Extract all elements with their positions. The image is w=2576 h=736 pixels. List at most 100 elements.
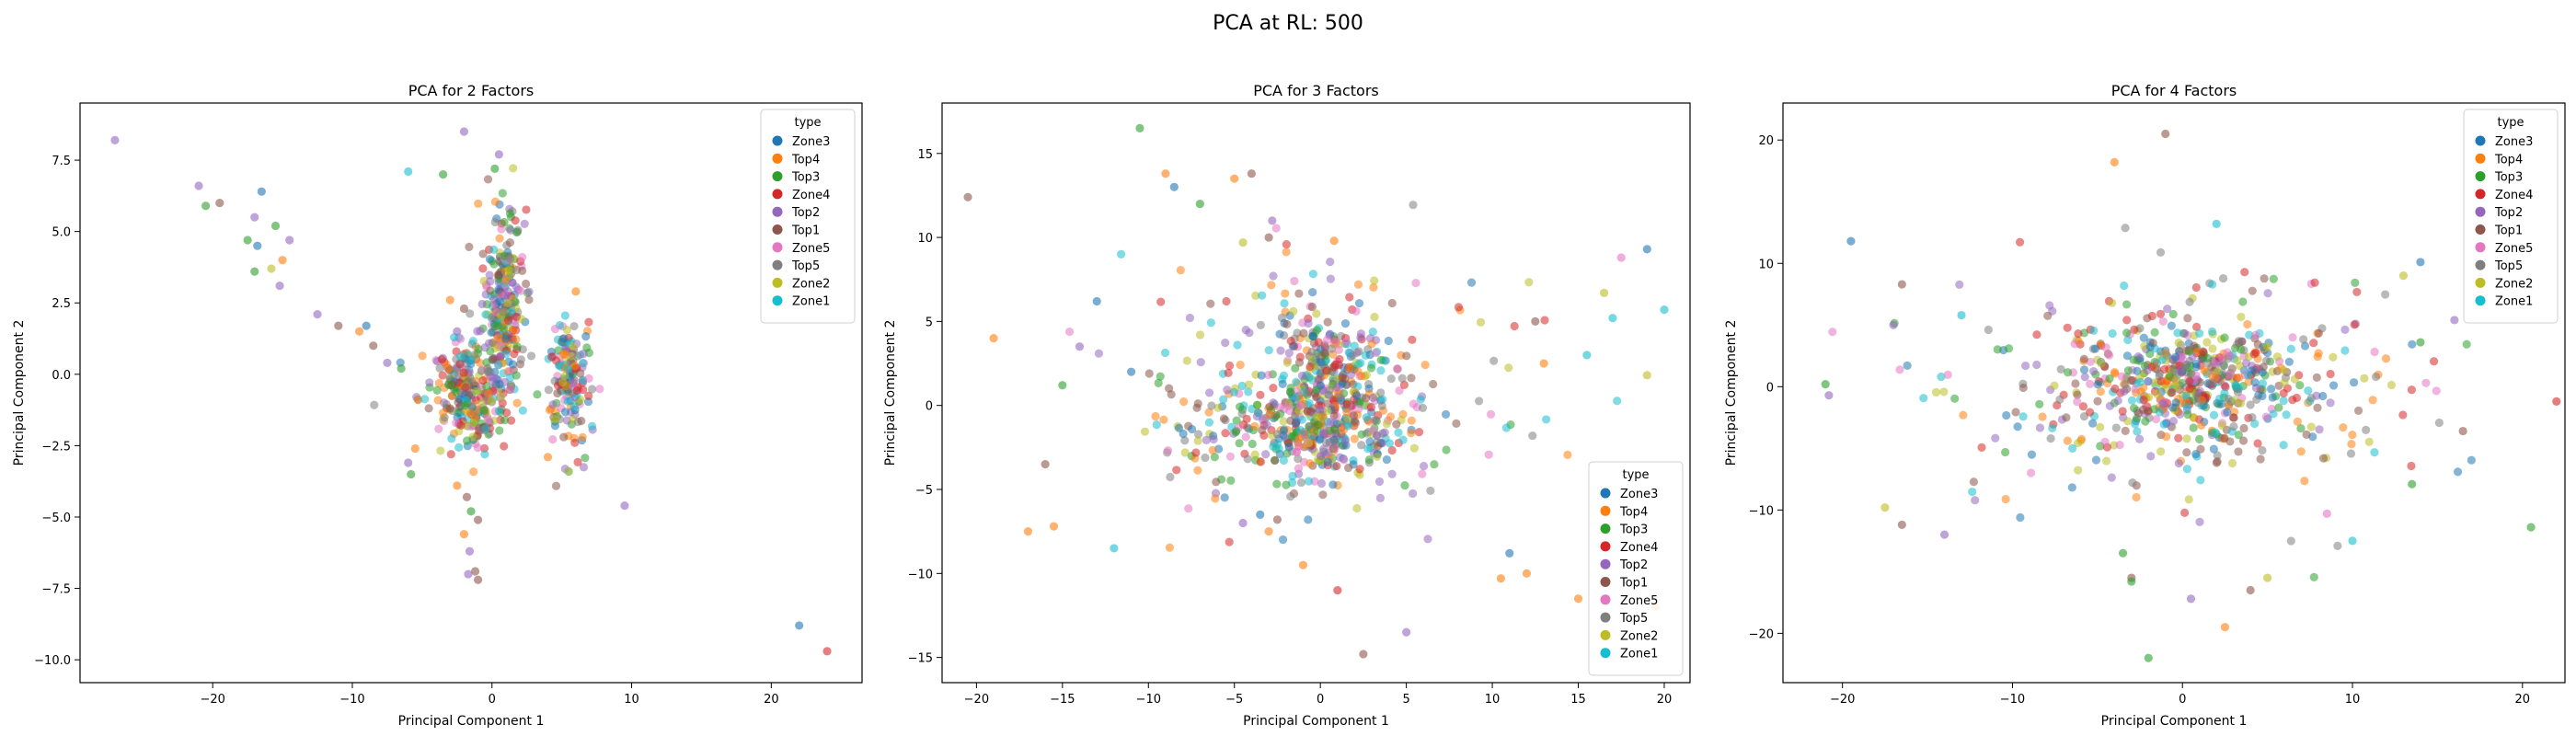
scatter-point <box>1370 312 1379 322</box>
scatter-point <box>518 253 527 262</box>
scatter-point <box>1329 436 1339 445</box>
scatter-point <box>2074 329 2083 339</box>
scatter-point <box>1268 216 1277 225</box>
scatter-point <box>2183 409 2192 420</box>
scatter-point <box>2370 347 2379 357</box>
scatter-point <box>2174 338 2183 348</box>
scatter-point <box>2157 355 2167 364</box>
scatter-point <box>2263 573 2272 582</box>
scatter-point <box>1362 413 1371 422</box>
scatter-point <box>547 352 557 362</box>
scatter-point <box>1361 394 1371 403</box>
scatter-point <box>476 359 485 368</box>
scatter-point <box>1531 316 1540 326</box>
y-tick-label: 7.5 <box>52 155 71 168</box>
scatter-point <box>1241 325 1250 335</box>
x-axis-label: Principal Component 1 <box>398 714 545 729</box>
scatter-point <box>1221 429 1230 438</box>
scatter-point <box>1317 452 1326 461</box>
scatter-point <box>1376 388 1386 397</box>
y-tick-label: −10 <box>908 568 933 581</box>
scatter-point <box>489 245 499 254</box>
scatter-point <box>1282 480 1291 489</box>
scatter-point <box>2237 312 2246 322</box>
scatter-point <box>1282 358 1292 367</box>
scatter-point <box>1256 320 1265 329</box>
scatter-point <box>2348 536 2357 546</box>
scatter-point <box>497 224 506 234</box>
legend-entry: Zone1 <box>2495 295 2533 309</box>
scatter-point <box>2432 386 2441 396</box>
scatter-point <box>1345 293 1354 302</box>
scatter-point <box>1382 420 1391 429</box>
scatter-point <box>2193 398 2202 408</box>
scatter-point <box>1211 494 1220 503</box>
scatter-point <box>1372 431 1382 440</box>
scatter-point <box>2408 339 2417 349</box>
scatter-point <box>1370 276 1379 285</box>
scatter-point <box>1937 372 1946 382</box>
scatter-point <box>1317 358 1326 367</box>
scatter-point <box>522 205 531 214</box>
scatter-point <box>518 406 527 415</box>
scatter-point <box>1386 412 1396 421</box>
scatter-point <box>516 315 526 324</box>
scatter-point <box>438 371 447 380</box>
scatter-point <box>2032 330 2041 339</box>
scatter-point <box>432 385 442 395</box>
scatter-point <box>2161 349 2170 358</box>
legend-marker <box>2475 224 2486 235</box>
scatter-point <box>1293 328 1302 338</box>
scatter-point <box>1308 288 1317 297</box>
legend-title: type <box>794 116 821 130</box>
scatter-point <box>1613 397 1622 406</box>
scatter-point <box>579 349 588 359</box>
scatter-point <box>1993 345 2002 354</box>
scatter-point <box>2243 319 2252 329</box>
scatter-point <box>1418 469 1427 478</box>
scatter-point <box>2105 374 2114 384</box>
scatter-point <box>1328 480 1338 489</box>
scatter-point <box>2213 456 2222 466</box>
scatter-point <box>2182 434 2191 443</box>
scatter-point <box>2002 410 2011 420</box>
scatter-point <box>587 421 597 431</box>
legend: type Zone3 Top4 Top3 Zone4 Top2 Top1 Zone5 Top5 Z… <box>2463 109 2559 324</box>
scatter-point <box>1206 318 1215 328</box>
scatter-point <box>1254 408 1263 418</box>
scatter-point <box>2233 355 2242 365</box>
scatter-point <box>1411 279 1420 288</box>
scatter-point <box>2113 396 2122 406</box>
scatter-point <box>466 309 475 318</box>
scatter-point <box>1244 387 1253 397</box>
scatter-point <box>1221 339 1230 348</box>
scatter-point <box>2016 512 2025 523</box>
scatter-point <box>2001 447 2010 457</box>
legend-entry: Zone5 <box>792 242 830 256</box>
scatter-point <box>1167 390 1176 399</box>
scatter-point <box>2214 394 2225 403</box>
scatter-point <box>2462 339 2471 349</box>
scatter-point <box>569 402 579 411</box>
scatter-point <box>2370 448 2379 457</box>
scatter-point <box>501 334 511 343</box>
scatter-point <box>495 426 504 435</box>
scatter-point <box>2156 447 2166 456</box>
scatter-point <box>2398 271 2409 281</box>
scatter-point <box>2353 406 2363 415</box>
scatter-point <box>1041 460 1050 469</box>
scatter-point <box>1193 466 1202 475</box>
scatter-point <box>487 328 496 337</box>
scatter-point <box>243 236 252 245</box>
scatter-point <box>456 334 466 343</box>
x-tick-label: 20 <box>2515 693 2531 707</box>
scatter-point <box>1233 340 1242 350</box>
scatter-point <box>1326 258 1335 267</box>
scatter-point <box>2286 536 2295 546</box>
scatter-point <box>354 327 364 336</box>
scatter-point <box>1442 445 1451 454</box>
scatter-point <box>1292 393 1301 402</box>
scatter-point <box>2434 418 2444 428</box>
y-tick-label: 2.5 <box>52 297 71 311</box>
scatter-point <box>1161 169 1170 178</box>
